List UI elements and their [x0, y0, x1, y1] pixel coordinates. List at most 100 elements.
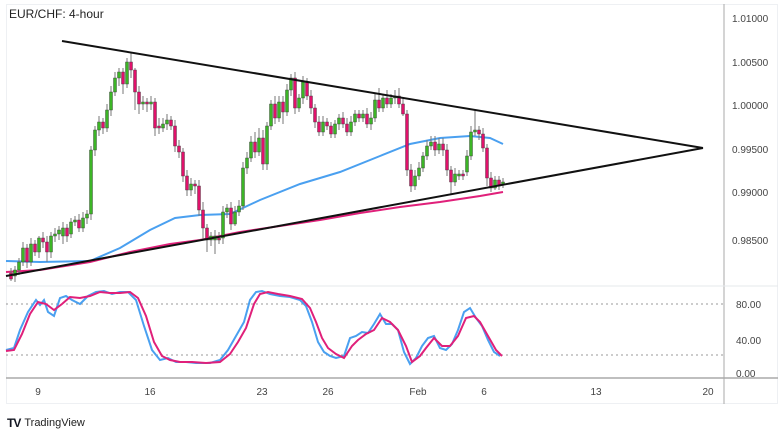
bearish-candle: [177, 145, 181, 153]
stoch-axis-label: 40.00: [736, 336, 761, 347]
time-axis-label: 9: [35, 387, 41, 398]
bearish-candle: [317, 121, 321, 133]
bullish-candle: [413, 175, 417, 187]
lower-trendline: [5, 147, 704, 277]
bullish-candle: [125, 61, 129, 85]
bullish-candle: [29, 243, 33, 263]
bearish-candle: [293, 77, 297, 109]
bullish-candle: [93, 129, 97, 151]
stochastic-oscillator: [5, 289, 503, 366]
bullish-candle: [241, 167, 245, 207]
bullish-candle: [417, 167, 421, 177]
bullish-candle: [361, 113, 365, 119]
time-axis-label: 20: [702, 387, 714, 398]
bearish-candle: [229, 207, 233, 225]
ma-fast-line: [5, 134, 504, 264]
bullish-candle: [425, 145, 429, 157]
tradingview-logo-text: TradingView: [24, 417, 85, 429]
bullish-candle: [469, 131, 473, 157]
bullish-candle: [53, 233, 57, 237]
bearish-candle: [121, 71, 125, 85]
bearish-candle: [401, 103, 405, 115]
time-axis-label: 16: [144, 387, 156, 398]
bullish-candle: [117, 71, 121, 79]
bullish-candle: [437, 143, 441, 151]
bearish-candle: [477, 129, 481, 135]
bullish-candle: [109, 91, 113, 111]
bullish-candle: [349, 121, 353, 133]
bearish-candle: [181, 151, 185, 177]
tradingview-logo-icon: TV: [7, 416, 21, 430]
bullish-candle: [465, 155, 469, 173]
bearish-candle: [329, 125, 333, 135]
bullish-candle: [289, 77, 293, 91]
bullish-candle: [69, 221, 73, 235]
bullish-candle: [237, 205, 241, 213]
bearish-candle: [385, 97, 389, 105]
bearish-candle: [101, 121, 105, 129]
bullish-candle: [161, 123, 165, 129]
time-axis-label: Feb: [409, 387, 427, 398]
bullish-candle: [429, 141, 433, 147]
bearish-candle: [409, 169, 413, 187]
price-axis-label: 1.01000: [732, 14, 769, 25]
bearish-candle: [137, 91, 141, 105]
bearish-candle: [313, 107, 317, 123]
chart-frame: [6, 4, 778, 404]
bullish-candle: [265, 125, 269, 165]
bearish-candle: [25, 247, 29, 263]
bullish-candle: [57, 229, 61, 235]
bullish-candle: [221, 211, 225, 239]
bullish-candle: [333, 123, 337, 135]
bullish-candle: [453, 173, 457, 183]
stoch-axis-label: 80.00: [736, 300, 761, 311]
bearish-candle: [145, 101, 149, 105]
bearish-candle: [481, 133, 485, 149]
bullish-candle: [165, 119, 169, 125]
bullish-candle: [113, 77, 117, 93]
bearish-candle: [461, 173, 465, 177]
bullish-candle: [321, 121, 325, 133]
bearish-candle: [45, 241, 49, 253]
triangle-trendlines: [5, 40, 704, 277]
bullish-candle: [21, 247, 25, 263]
price-axis-label: 0.99000: [732, 188, 769, 199]
bearish-candle: [325, 121, 329, 127]
bearish-candle: [193, 183, 197, 187]
bearish-candle: [65, 227, 69, 237]
bullish-candle: [337, 117, 341, 125]
bearish-candle: [445, 149, 449, 171]
tradingview-logo[interactable]: TV TradingView: [7, 416, 85, 430]
bullish-candle: [257, 137, 261, 153]
bearish-candle: [405, 113, 409, 171]
bullish-candle: [493, 179, 497, 189]
bearish-candle: [77, 219, 81, 229]
bullish-candle: [373, 99, 377, 119]
stoch-k-line: [5, 289, 501, 366]
bullish-candle: [421, 155, 425, 169]
bearish-candle: [133, 69, 137, 93]
time-axis-label: 26: [322, 387, 334, 398]
bearish-candle: [157, 125, 161, 129]
bearish-candle: [433, 141, 437, 151]
time-axis-label: 13: [590, 387, 602, 398]
bullish-candle: [13, 269, 17, 277]
bearish-candle: [449, 169, 453, 183]
bullish-candle: [457, 173, 461, 177]
bullish-candle: [381, 97, 385, 109]
bullish-candle: [285, 89, 289, 113]
price-axis-label: 1.00000: [732, 101, 769, 112]
bearish-candle: [341, 117, 345, 125]
bullish-candle: [73, 219, 77, 223]
bearish-candle: [309, 95, 313, 109]
bullish-candle: [277, 101, 281, 119]
bullish-candle: [245, 157, 249, 169]
upper-trendline: [61, 40, 704, 149]
bearish-candle: [253, 141, 257, 153]
stoch-d-line: [5, 290, 503, 365]
bearish-candle: [169, 119, 173, 127]
bullish-candle: [353, 113, 357, 123]
bullish-candle: [49, 235, 53, 253]
bearish-candle: [185, 175, 189, 191]
